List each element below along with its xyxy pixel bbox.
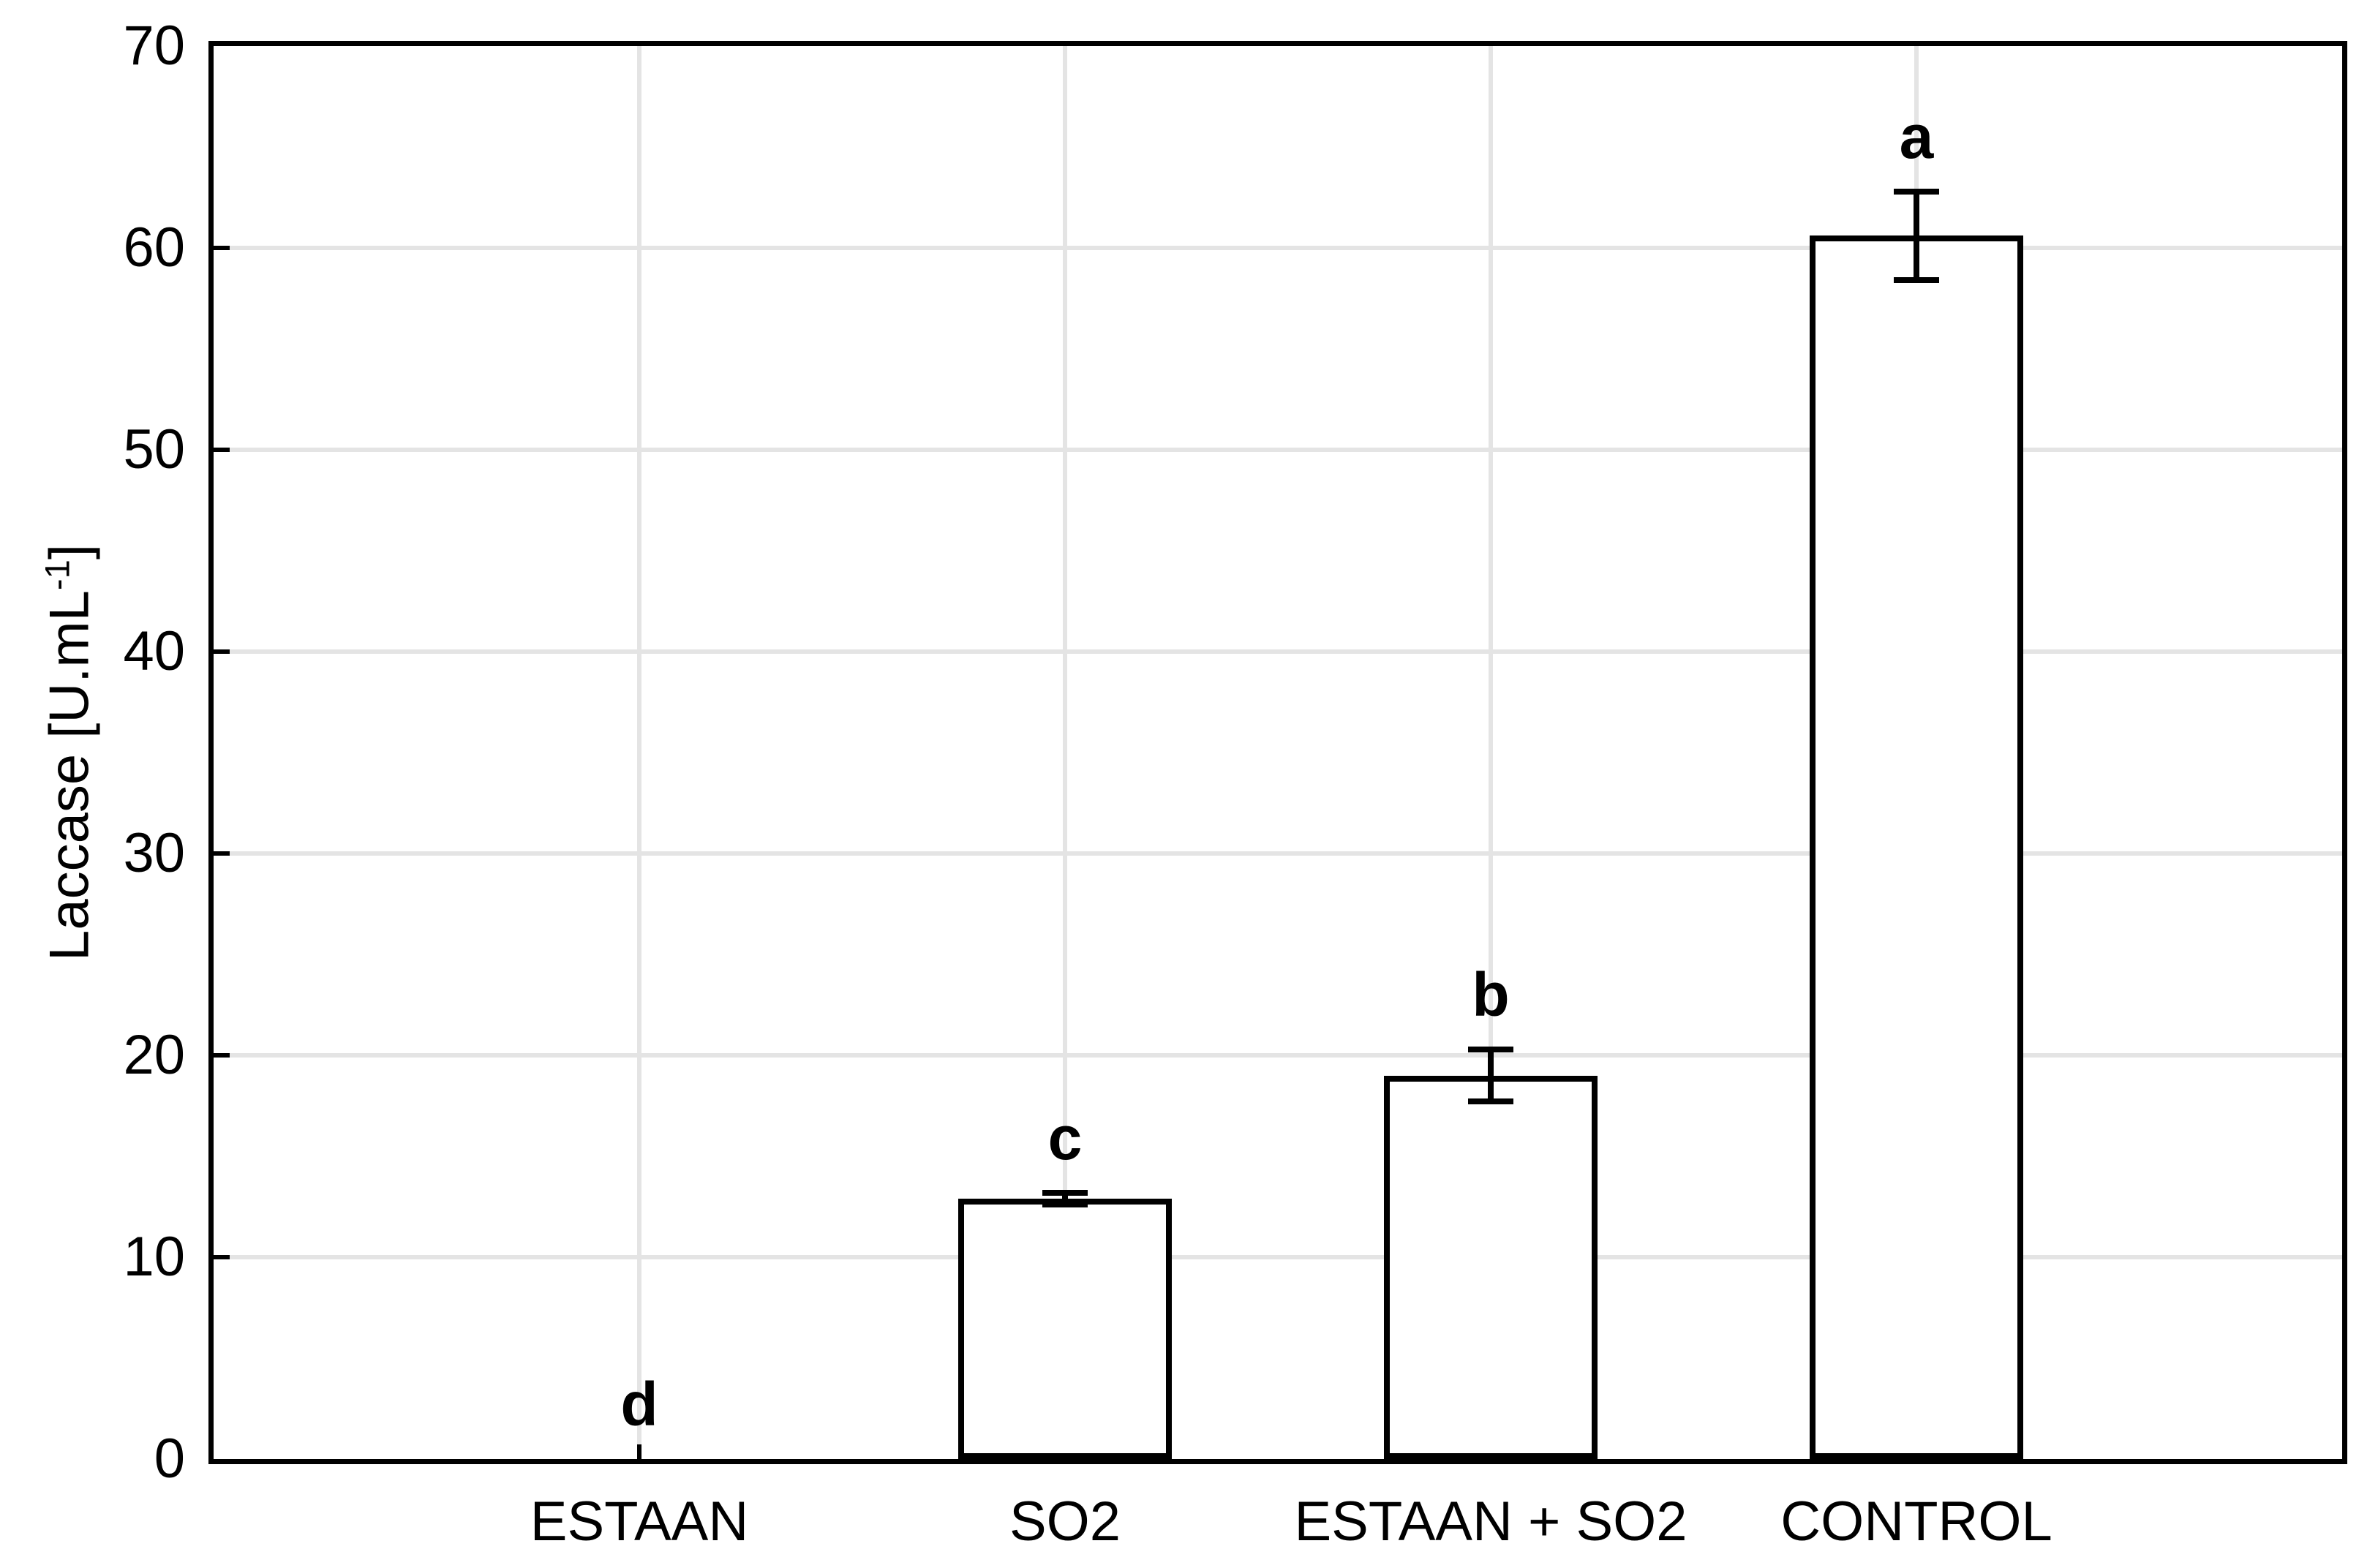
error-bar-cap-bottom-so2 xyxy=(1042,1202,1088,1208)
gridline-y-30 xyxy=(214,851,2342,856)
y-tick-label-50: 50 xyxy=(123,418,185,480)
gridline-y-50 xyxy=(214,448,2342,452)
x-tick-estaan xyxy=(637,1444,641,1459)
y-tick-label-40: 40 xyxy=(123,620,185,682)
gridline-x-so2 xyxy=(1063,46,1067,1459)
sig-letter-d: d xyxy=(620,1370,658,1439)
error-bar-line-so2 xyxy=(1062,1192,1068,1205)
y-tick-label-20: 20 xyxy=(123,1024,185,1086)
bar-control xyxy=(1810,235,2023,1459)
y-tick-label-70: 70 xyxy=(123,15,185,77)
y-tick-label-30: 30 xyxy=(123,822,185,884)
y-axis-title-suffix: ] xyxy=(38,544,101,560)
error-bar-line-control xyxy=(1914,191,1919,281)
bar-so2 xyxy=(958,1198,1172,1459)
y-tick-label-0: 0 xyxy=(154,1428,185,1490)
x-category-label-so2: SO2 xyxy=(1009,1490,1121,1553)
gridline-y-60 xyxy=(214,246,2342,250)
y-tick-20 xyxy=(214,1053,230,1058)
gridline-x-estaan xyxy=(637,46,641,1459)
y-tick-60 xyxy=(214,246,230,250)
gridline-y-10 xyxy=(214,1255,2342,1259)
y-tick-50 xyxy=(214,448,230,452)
gridline-x-estaan-so2 xyxy=(1489,46,1493,1459)
y-tick-label-10: 10 xyxy=(123,1226,185,1288)
error-bar-cap-top-so2 xyxy=(1042,1189,1088,1196)
plot-frame xyxy=(208,41,2347,1464)
error-bar-cap-bottom-control xyxy=(1894,277,1939,284)
gridline-y-40 xyxy=(214,649,2342,654)
y-axis-title-text: Laccase [U.mL-1] xyxy=(37,544,110,961)
sig-letter-c: c xyxy=(1047,1104,1083,1173)
x-category-label-estaan-so2: ESTAAN + SO2 xyxy=(1294,1490,1687,1553)
x-category-label-estaan: ESTAAN xyxy=(530,1490,749,1553)
sig-letter-a: a xyxy=(1899,102,1934,172)
y-axis-title-superscript: -1 xyxy=(37,559,77,591)
y-tick-40 xyxy=(214,649,230,654)
y-axis-title-prefix: Laccase [U.mL xyxy=(38,590,101,961)
sig-letter-b: b xyxy=(1472,960,1510,1030)
error-bar-cap-top-estaan-so2 xyxy=(1468,1046,1513,1052)
plot-area: d c b a xyxy=(208,41,2347,1464)
x-category-label-control: CONTROL xyxy=(1780,1490,2052,1553)
y-tick-30 xyxy=(214,851,230,856)
error-bar-cap-top-control xyxy=(1894,188,1939,195)
y-tick-10 xyxy=(214,1255,230,1259)
error-bar-line-estaan-so2 xyxy=(1488,1049,1494,1102)
error-bar-cap-bottom-estaan-so2 xyxy=(1468,1098,1513,1105)
y-tick-label-60: 60 xyxy=(123,216,185,279)
gridline-y-20 xyxy=(214,1053,2342,1058)
bar-estaan-so2 xyxy=(1384,1075,1598,1459)
